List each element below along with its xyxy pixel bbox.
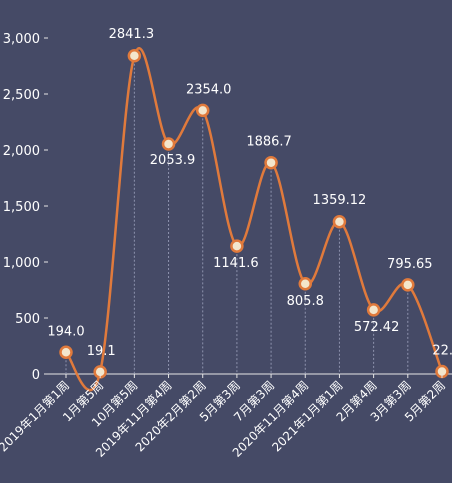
y-tick-label: 500	[15, 312, 40, 327]
data-point	[298, 277, 313, 291]
y-tick-label: 1,500	[3, 200, 40, 215]
data-label: 2841.3	[109, 27, 155, 42]
y-tick-label: 1,000	[3, 256, 40, 271]
y-tick-label: 2,000	[3, 144, 40, 159]
x-axis: 2019年1月第1周1月第5周10月第5周2019年11月第4周2020年2月第…	[0, 374, 448, 460]
data-label: 572.42	[354, 320, 400, 335]
data-points	[59, 49, 449, 379]
data-point	[230, 239, 244, 253]
y-tick-label: 3,000	[3, 32, 40, 47]
data-point	[195, 103, 210, 118]
y-tick-label: 2,500	[3, 88, 40, 103]
y-axis: 0 500 1,000 1,500 2,000 2,500 3,000	[3, 32, 48, 383]
data-label: 22.18	[432, 344, 452, 359]
data-label: 19.1	[87, 344, 116, 359]
data-label: 1886.7	[246, 135, 292, 150]
data-label: 805.8	[287, 294, 324, 309]
drop-lines	[65, 55, 443, 374]
data-point	[161, 137, 176, 151]
data-label: 2053.9	[150, 153, 196, 168]
data-point	[59, 345, 73, 360]
y-tick-label: 0	[32, 368, 40, 383]
data-label: 194.0	[47, 324, 84, 339]
data-label: 1141.6	[213, 256, 259, 271]
data-label: 2354.0	[186, 82, 232, 97]
data-point	[264, 155, 278, 170]
series-line	[65, 46, 444, 392]
data-point	[332, 215, 347, 229]
data-label: 1359.12	[313, 193, 367, 208]
data-point	[127, 49, 142, 63]
data-point	[401, 278, 415, 292]
data-label: 795.65	[387, 257, 433, 272]
data-labels: 194.019.1 2841.3 2053.9 2354.0 1141.6 1886.7 8…	[47, 27, 452, 359]
data-point	[366, 303, 381, 317]
